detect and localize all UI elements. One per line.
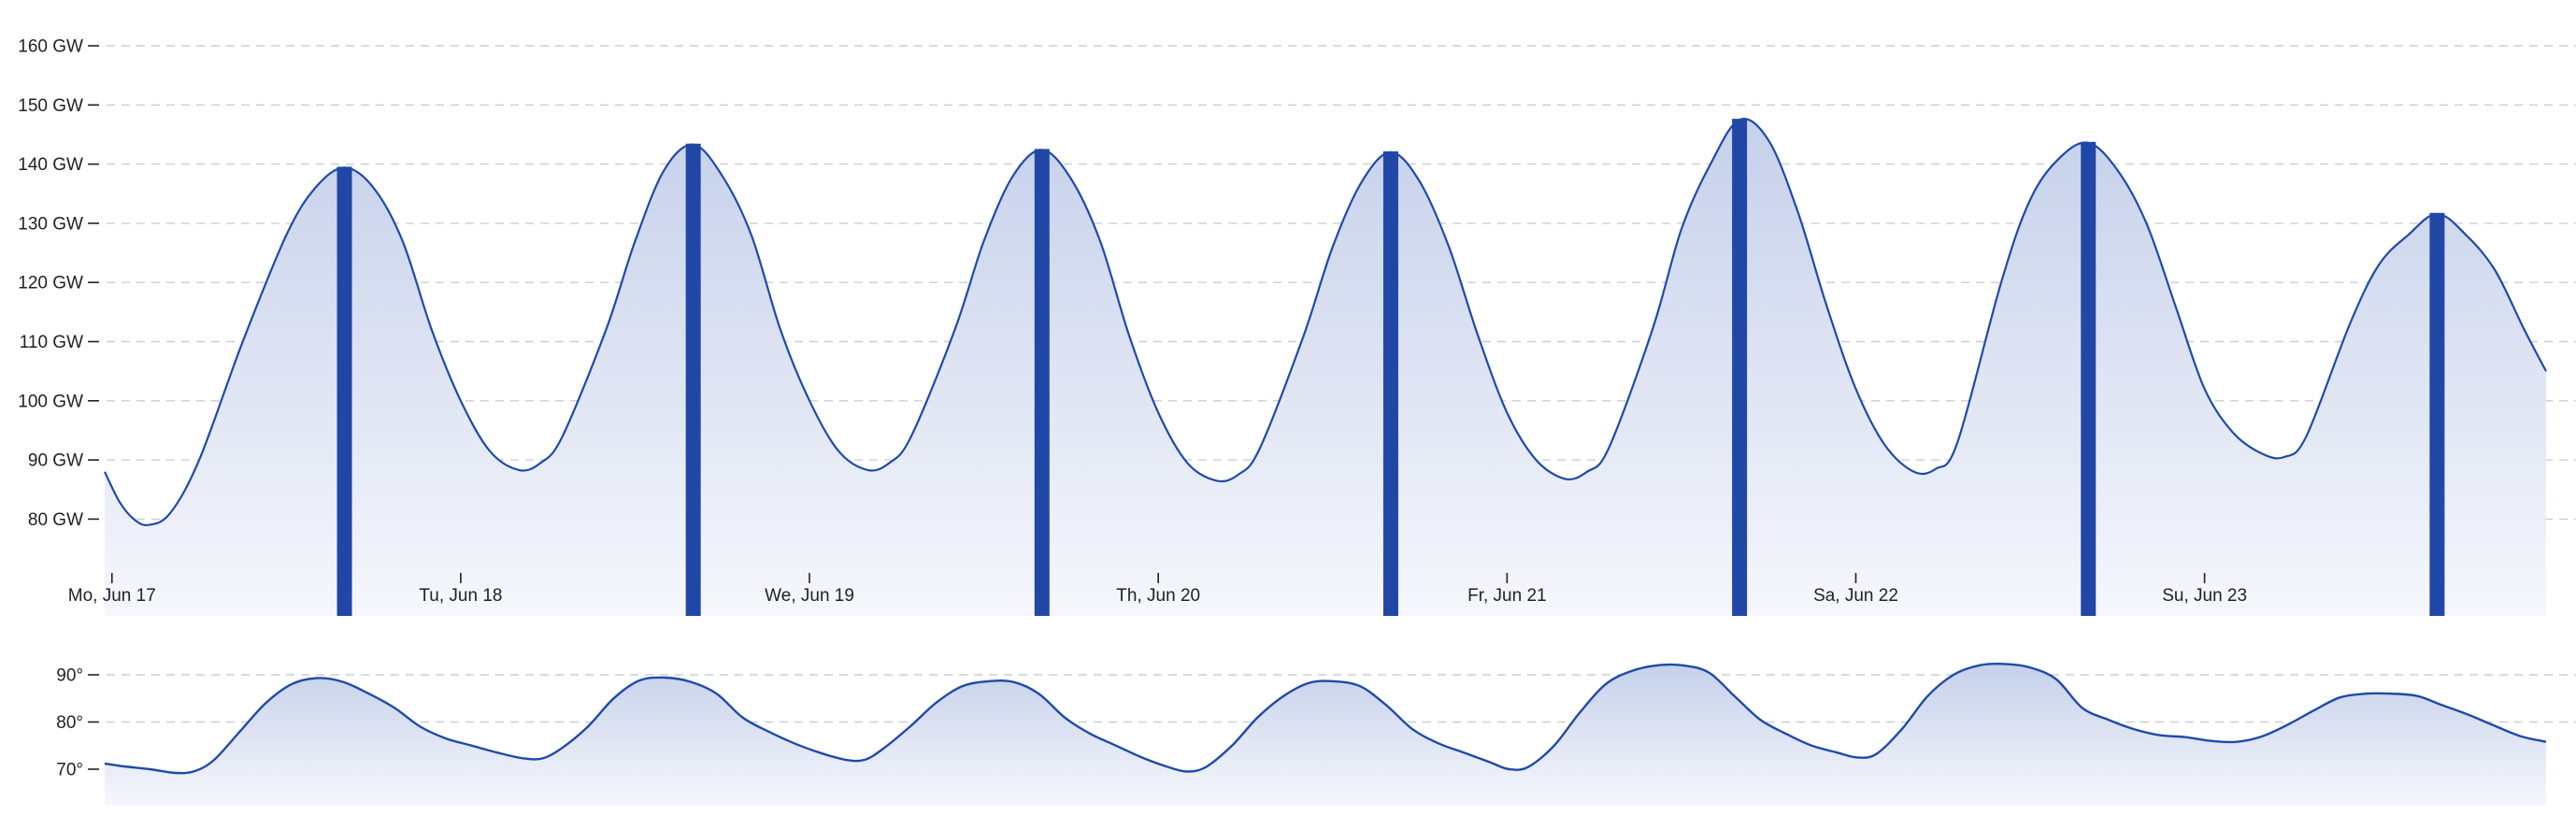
temp-y-tick-label: 90°: [56, 666, 83, 686]
load-y-tick-label: 150 GW: [18, 96, 83, 116]
load-y-tick-label: 100 GW: [18, 392, 83, 411]
load-x-tick-label: Su, Jun 23: [2162, 586, 2247, 606]
load-area: [105, 119, 2546, 616]
peak-bar[interactable]: [1034, 149, 1050, 616]
load-x-tick-label: Mo, Jun 17: [68, 586, 156, 606]
load-y-tick-label: 120 GW: [18, 274, 83, 293]
temp-area: [105, 664, 2546, 806]
load-y-tick-label: 130 GW: [18, 214, 83, 234]
load-y-tick-label: 160 GW: [18, 37, 83, 57]
load-x-tick-label: Th, Jun 20: [1116, 586, 1200, 606]
peak-bar[interactable]: [685, 143, 701, 616]
load-x-tick-label: Fr, Jun 21: [1467, 586, 1547, 606]
load-y-tick-label: 110 GW: [20, 333, 83, 352]
peak-bar[interactable]: [2081, 141, 2097, 616]
load-x-tick-label: Tu, Jun 18: [419, 586, 502, 606]
load-line: [104, 118, 2547, 527]
peak-bar[interactable]: [1732, 119, 1748, 616]
peak-bar[interactable]: [2429, 212, 2445, 616]
temp-line: [104, 662, 2547, 775]
temp-y-tick-label: 70°: [56, 761, 83, 780]
load-y-tick-label: 90 GW: [28, 451, 83, 471]
load-x-tick-label: Sa, Jun 22: [1813, 586, 1898, 606]
load-x-tick-label: We, Jun 19: [765, 586, 854, 606]
load-y-tick-label: 80 GW: [28, 510, 83, 530]
temperature-chart: 70° 80° 90°: [56, 662, 2576, 806]
peak-bar[interactable]: [1382, 150, 1398, 616]
load-y-tick-label: 140 GW: [18, 155, 83, 175]
peak-bar[interactable]: [336, 166, 352, 616]
temp-y-tick-label: 80°: [56, 713, 83, 733]
load-chart: 80 GW 90 GW 100 GW 110 GW 120 GW 130 GW 140 GW…: [18, 37, 2576, 616]
